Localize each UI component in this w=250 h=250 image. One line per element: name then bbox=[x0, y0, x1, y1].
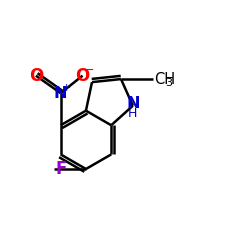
Text: F: F bbox=[55, 160, 66, 178]
Text: CH: CH bbox=[154, 72, 175, 86]
Text: O: O bbox=[76, 67, 90, 85]
Text: −: − bbox=[84, 64, 94, 77]
Text: N: N bbox=[126, 96, 140, 111]
Text: +: + bbox=[62, 83, 71, 93]
Text: H: H bbox=[128, 107, 138, 120]
Text: N: N bbox=[54, 86, 68, 101]
Text: O: O bbox=[29, 67, 43, 85]
Text: 3: 3 bbox=[165, 78, 172, 88]
